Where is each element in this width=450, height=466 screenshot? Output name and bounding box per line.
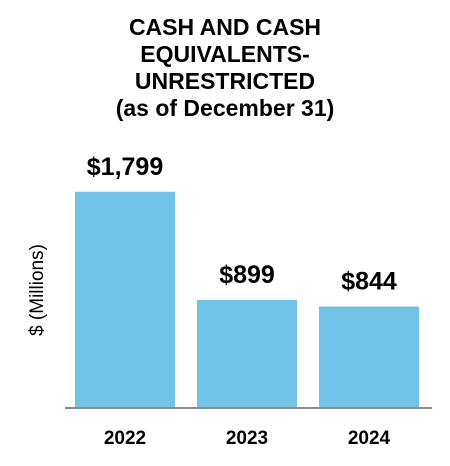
x-tick-label-2022: 2022	[104, 428, 146, 449]
bar-2023	[197, 299, 297, 408]
chart-title-line-3: UNRESTRICTED	[134, 68, 316, 94]
data-label-2024: $844	[341, 268, 397, 296]
chart-title-line-4: (as of December 31)	[115, 95, 335, 121]
x-tick-label-2024: 2024	[348, 428, 391, 449]
bar-2024	[319, 306, 419, 408]
data-label-2023: $899	[219, 261, 275, 289]
chart-title-line-2: EQUIVALENTS-	[140, 41, 310, 67]
chart-title-line-1: CASH AND CASH	[128, 14, 322, 40]
bar-2022	[75, 191, 175, 408]
data-label-2022: $1,799	[87, 153, 163, 181]
x-tick-label-2023: 2023	[226, 428, 268, 449]
chart-title: CASH AND CASH EQUIVALENTS- UNRESTRICTED …	[0, 14, 450, 122]
